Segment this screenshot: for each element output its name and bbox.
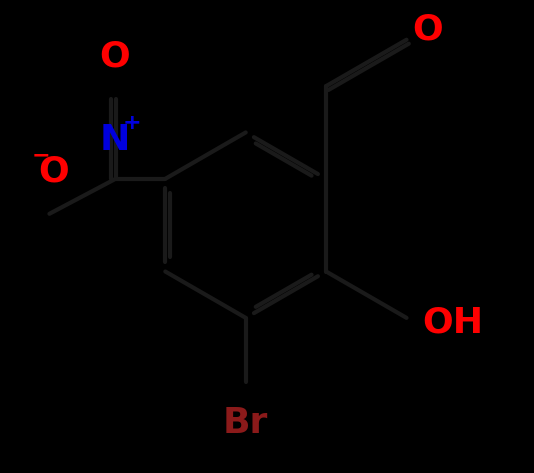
Text: O: O [412,12,443,46]
Text: OH: OH [422,306,483,340]
Text: O: O [38,154,68,188]
Text: O: O [99,40,130,74]
Text: +: + [123,113,142,133]
Text: −: − [32,145,50,165]
Text: N: N [99,123,130,157]
Text: Br: Br [223,406,269,440]
